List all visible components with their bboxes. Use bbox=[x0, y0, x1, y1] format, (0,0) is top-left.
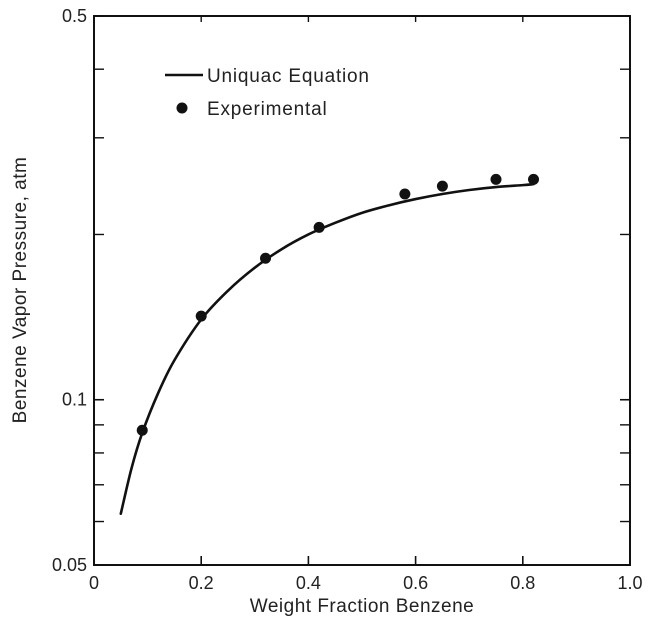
y-tick-label-0: 0.05 bbox=[52, 555, 87, 575]
x-tick-label-1: 0.2 bbox=[189, 573, 214, 593]
y-axis-label: Benzene Vapor Pressure, atm bbox=[10, 157, 31, 424]
experimental-point-6 bbox=[490, 173, 502, 185]
experimental-point-2 bbox=[260, 252, 272, 264]
plot-frame bbox=[93, 15, 631, 566]
experimental-point-7 bbox=[528, 173, 540, 185]
experimental-point-1 bbox=[195, 310, 207, 322]
legend-label-experimental: Experimental bbox=[207, 99, 327, 120]
x-tick-labels: 0 0.2 0.4 0.6 0.8 1.0 bbox=[89, 573, 643, 593]
series-line-uniquac bbox=[119, 182, 535, 516]
experimental-point-3 bbox=[313, 221, 325, 233]
x-tick-label-5: 1.0 bbox=[617, 573, 642, 593]
y-tick-labels: 0.05 0.1 0.5 bbox=[52, 6, 87, 575]
x-tick-label-4: 0.8 bbox=[510, 573, 535, 593]
series-experimental-points bbox=[136, 173, 540, 436]
x-axis-label: Weight Fraction Benzene bbox=[250, 596, 475, 617]
experimental-point-0 bbox=[136, 424, 148, 436]
legend-label-uniquac: Uniquac Equation bbox=[207, 66, 370, 87]
experimental-point-4 bbox=[399, 188, 411, 200]
x-tick-label-0: 0 bbox=[89, 573, 99, 593]
experimental-point-5 bbox=[436, 180, 448, 192]
legend: Uniquac Equation Experimental bbox=[165, 66, 370, 120]
y-tick-label-1: 0.1 bbox=[62, 390, 87, 410]
axis-ticks bbox=[93, 15, 631, 566]
legend-marker-swatch bbox=[176, 102, 188, 114]
x-tick-label-2: 0.4 bbox=[296, 573, 321, 593]
x-tick-label-3: 0.6 bbox=[403, 573, 428, 593]
y-tick-label-2: 0.5 bbox=[62, 6, 87, 26]
